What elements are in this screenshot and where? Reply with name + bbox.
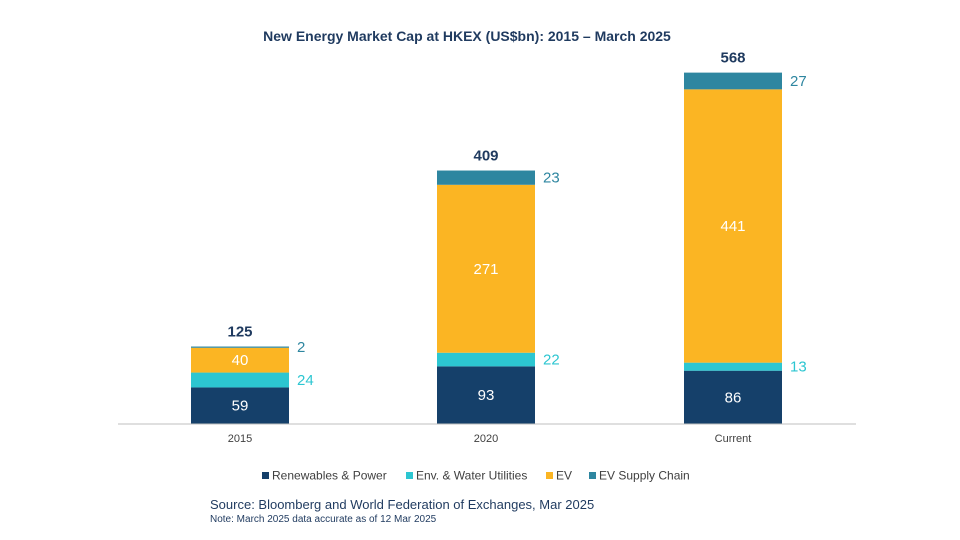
legend-item-ev-supply-chain: EV Supply Chain xyxy=(589,469,690,483)
x-tick-label-2015: 2015 xyxy=(228,433,252,445)
data-label-renewables-power-2015: 59 xyxy=(232,398,249,415)
note-text: Note: March 2025 data accurate as of 12 … xyxy=(210,514,437,525)
bar-ev-supply-chain-2015 xyxy=(191,346,289,348)
legend-swatch-ev-supply-chain xyxy=(589,472,596,479)
legend-label-renewables-power: Renewables & Power xyxy=(272,469,387,483)
total-label-2020: 409 xyxy=(473,148,498,165)
bar-renewables-power-current xyxy=(684,370,782,424)
bar-renewables-power-2020 xyxy=(437,366,535,424)
total-label-current: 568 xyxy=(720,50,745,67)
data-label-env-water-utilities-2015: 24 xyxy=(297,372,314,389)
bar-ev-current xyxy=(684,89,782,363)
data-label-ev-2020: 271 xyxy=(473,261,498,278)
bar-ev-supply-chain-current xyxy=(684,72,782,90)
total-label-2015: 125 xyxy=(227,324,252,341)
legend-label-ev: EV xyxy=(556,469,572,483)
legend-swatch-env-water-utilities xyxy=(406,472,413,479)
data-label-env-water-utilities-current: 13 xyxy=(790,359,807,376)
bar-renewables-power-2015 xyxy=(191,387,289,424)
data-label-ev-supply-chain-2015: 2 xyxy=(297,339,305,356)
bar-env-water-utilities-2020 xyxy=(437,352,535,367)
bar-ev-supply-chain-2020 xyxy=(437,170,535,185)
legend-swatch-renewables-power xyxy=(262,472,269,479)
data-label-env-water-utilities-2020: 22 xyxy=(543,352,560,369)
data-label-ev-2015: 40 xyxy=(232,352,249,369)
legend-item-renewables-power: Renewables & Power xyxy=(262,469,387,483)
legend-item-env-water-utilities: Env. & Water Utilities xyxy=(406,469,527,483)
data-label-renewables-power-current: 86 xyxy=(725,389,742,406)
chart-title: New Energy Market Cap at HKEX (US$bn): 2… xyxy=(263,28,671,44)
legend: Renewables & Power Env. & Water Utilities… xyxy=(262,469,690,483)
data-label-ev-supply-chain-2020: 23 xyxy=(543,170,560,187)
source-text: Source: Bloomberg and World Federation o… xyxy=(210,497,595,512)
x-tick-label-current: Current xyxy=(715,433,752,445)
legend-label-env-water-utilities: Env. & Water Utilities xyxy=(416,469,527,483)
legend-label-ev-supply-chain: EV Supply Chain xyxy=(599,469,690,483)
legend-item-ev: EV xyxy=(546,469,572,483)
plot-area: 59 24 40 2 125 2015 93 22 271 23 409 2020 86 13 441 27 5… xyxy=(191,50,807,445)
bar-env-water-utilities-2015 xyxy=(191,372,289,388)
data-label-renewables-power-2020: 93 xyxy=(478,387,495,404)
bar-env-water-utilities-current xyxy=(684,362,782,371)
bar-ev-2020 xyxy=(437,184,535,353)
bar-ev-2015 xyxy=(191,347,289,373)
data-label-ev-supply-chain-current: 27 xyxy=(790,73,807,90)
data-label-ev-current: 441 xyxy=(720,218,745,235)
legend-swatch-ev xyxy=(546,472,553,479)
x-tick-label-2020: 2020 xyxy=(474,433,498,445)
